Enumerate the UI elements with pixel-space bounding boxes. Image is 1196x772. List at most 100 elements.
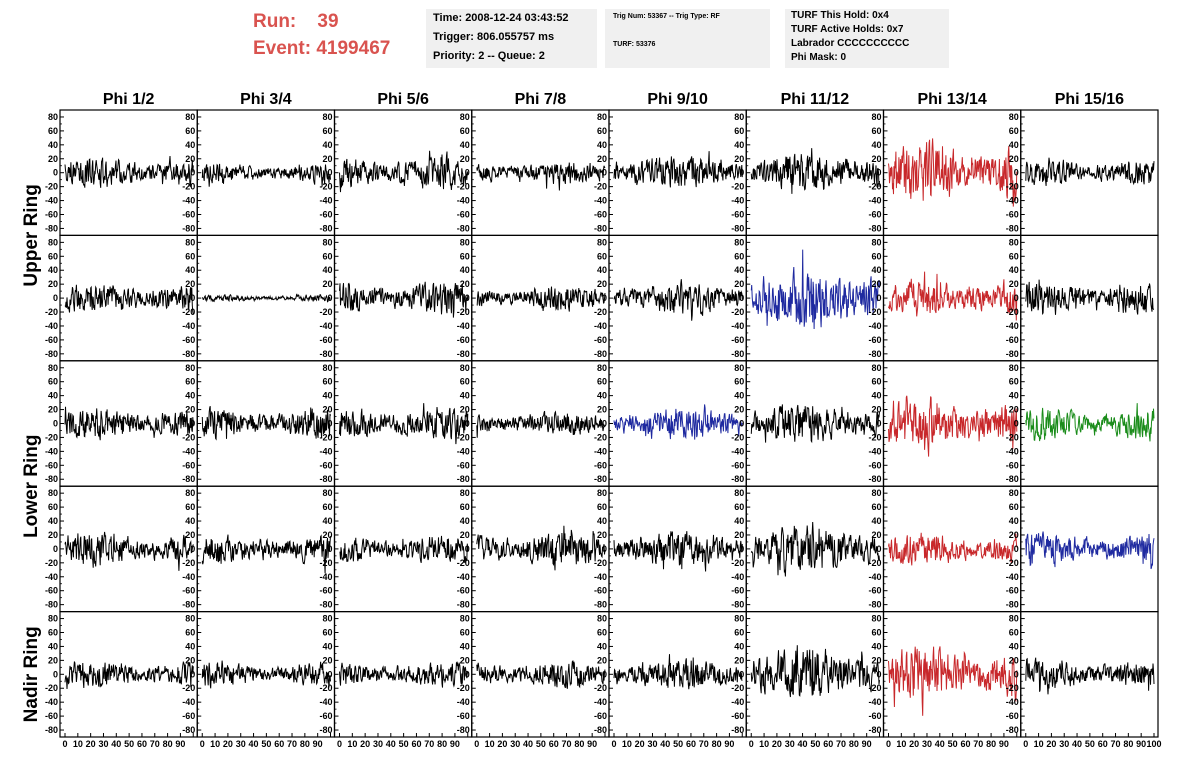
waveform-trace [750,404,880,444]
time-info-box: Time: 2008-12-24 03:43:52 Trigger: 806.0… [426,9,597,68]
y-tick-label: 80 [871,488,881,498]
waveform-trace [888,646,1018,716]
y-tick-label: -60 [182,711,195,721]
y-tick-label: -80 [457,725,470,735]
y-tick-label: -60 [45,210,58,220]
waveform-panel: 80 60 40 20 0 -20 -40 -60 -80 [182,109,336,237]
waveform-trace [888,271,1018,321]
x-tick-label: 40 [386,739,396,749]
x-tick-label: 60 [549,739,559,749]
x-tick-label: 0 [749,739,754,749]
x-tick-label: 50 [124,739,134,749]
y-tick-label: 0 [327,544,332,554]
y-tick-label: -40 [731,572,744,582]
y-tick-label: -40 [868,697,881,707]
y-tick-label: 40 [322,516,332,526]
y-tick-label: 80 [460,488,470,498]
y-tick-label: -40 [457,446,470,456]
y-tick-label: 80 [48,614,58,624]
y-tick-label: 0 [876,293,881,303]
y-tick-label: -60 [457,711,470,721]
x-tick-label: 90 [999,739,1009,749]
x-tick-label: 30 [1059,739,1069,749]
waveform-panel: 80 60 40 20 0 -20 -40 -60 -80 [1006,485,1159,613]
x-tick-label: 20 [1046,739,1056,749]
y-tick-label: -40 [731,196,744,206]
y-tick-label: 0 [53,544,58,554]
x-tick-label: 10 [759,739,769,749]
phi-column-label: Phi 13/14 [917,91,986,108]
y-tick-label: -80 [1006,600,1019,610]
waveform-trace [339,403,469,445]
y-tick-label: -20 [182,182,195,192]
y-tick-label: -80 [1006,223,1019,233]
y-tick-label: 80 [871,112,881,122]
x-tick-label: 20 [86,739,96,749]
y-tick-label: -40 [1006,572,1019,582]
trigger-info-box: Trig Num: 53367 -- Trig Type: RF TURF: 5… [605,9,770,68]
y-tick-label: 20 [734,530,744,540]
y-tick-label: -80 [731,600,744,610]
y-tick-label: 20 [48,530,58,540]
y-tick-label: -60 [594,210,607,220]
y-tick-label: 80 [734,112,744,122]
y-tick-label: 0 [602,293,607,303]
y-tick-label: 60 [1009,628,1019,638]
y-tick-label: -40 [457,572,470,582]
y-tick-label: 80 [322,237,332,247]
y-tick-label: -60 [319,711,332,721]
x-tick-label: 0 [474,739,479,749]
y-tick-label: 20 [322,279,332,289]
x-tick-label: 10 [896,739,906,749]
x-tick-label: 80 [986,739,996,749]
waveform-panel: 80 60 40 20 0 -20 -40 -60 -80 [457,109,610,237]
y-tick-label: -40 [731,321,744,331]
x-tick-label: 80 [1123,739,1133,749]
x-tick-label: 50 [1085,739,1095,749]
y-tick-label: -40 [594,572,607,582]
y-tick-label: -20 [319,558,332,568]
waveform-panel: 80 60 40 20 0 -20 -40 -60 -80 [45,109,198,237]
y-tick-label: -20 [319,307,332,317]
y-tick-label: -80 [594,349,607,359]
y-tick-label: 80 [48,363,58,373]
waveform-panel: 80 60 40 20 0 -20 -40 -60 -80 [868,485,1022,613]
y-tick-label: 40 [48,641,58,651]
x-tick-label: 40 [523,739,533,749]
x-tick-label: 80 [163,739,173,749]
y-tick-label: -40 [457,196,470,206]
y-tick-label: 60 [48,628,58,638]
y-tick-label: 40 [48,140,58,150]
waveform-panel: 80 60 40 20 0 -20 -40 -60 -80 [1006,109,1159,237]
x-tick-label: 30 [236,739,246,749]
priority-text: Priority: 2 -- Queue: 2 [433,50,545,62]
y-tick-label: -40 [319,446,332,456]
x-tick-label: 30 [922,739,932,749]
turf-text: TURF: 53376 [613,41,656,48]
y-tick-label: 60 [597,251,607,261]
y-tick-label: 60 [460,251,470,261]
y-tick-label: -80 [319,725,332,735]
y-tick-label: 40 [597,516,607,526]
y-tick-label: 0 [602,544,607,554]
y-tick-label: 20 [185,154,195,164]
y-tick-label: -40 [868,572,881,582]
x-tick-label: 20 [909,739,919,749]
y-tick-label: 20 [185,279,195,289]
x-tick-label: 30 [647,739,657,749]
event-value: 4199467 [316,38,391,59]
waveform-trace [1025,531,1155,570]
x-tick-label: 10 [347,739,357,749]
waveform-trace [476,659,606,689]
y-tick-label: 40 [185,391,195,401]
waveform-panel: 80 60 40 20 0 -20 -40 -60 -80 [1006,610,1159,738]
y-tick-label: -80 [1006,474,1019,484]
y-tick-label: -60 [731,210,744,220]
waveform-trace [201,163,331,187]
y-tick-label: -40 [45,321,58,331]
waveform-panel: 80 60 40 20 0 -20 -40 -60 -80 [457,485,610,613]
y-tick-label: -80 [868,223,881,233]
y-tick-label: 0 [739,293,744,303]
ring-label: Nadir Ring [21,626,42,722]
y-tick-label: 40 [734,516,744,526]
